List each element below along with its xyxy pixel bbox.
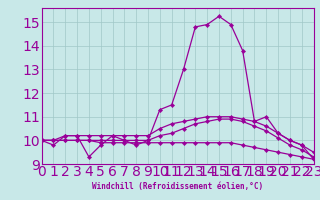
X-axis label: Windchill (Refroidissement éolien,°C): Windchill (Refroidissement éolien,°C) (92, 182, 263, 191)
